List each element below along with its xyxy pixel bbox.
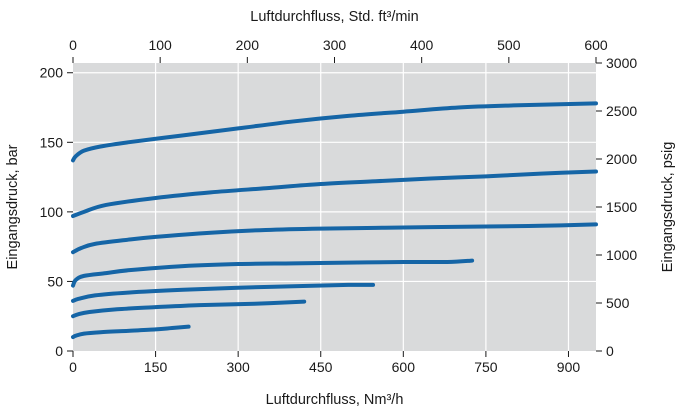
y-left-tick-label: 100 <box>40 204 64 220</box>
x-top-tick-label: 600 <box>584 37 608 53</box>
x-top-tick-label: 500 <box>497 37 521 53</box>
y-left-tick-label: 50 <box>47 273 63 289</box>
y-left-tick-label: 200 <box>40 65 64 81</box>
series-line-3 <box>71 282 376 303</box>
series-line-1 <box>71 324 191 340</box>
y-right-tick-label: 3000 <box>606 55 637 71</box>
series-line-5 <box>71 222 598 255</box>
x-bottom-tick-label: 750 <box>474 359 498 375</box>
x-bottom-tick-label: 0 <box>69 359 77 375</box>
y-left-tick-label: 0 <box>55 343 63 359</box>
y-right-tick-label: 1500 <box>606 199 637 215</box>
y-left-axis-title: Eingangsdruck, bar <box>5 144 21 269</box>
x-bottom-tick-label: 150 <box>144 359 168 375</box>
x-bottom-tick-label: 900 <box>557 359 581 375</box>
series-lines <box>71 101 598 340</box>
x-top-tick-label: 400 <box>410 37 434 53</box>
y-right-tick-label: 2500 <box>606 103 637 119</box>
y-right-tick-label: 0 <box>606 343 614 359</box>
x-bottom-tick-label: 450 <box>309 359 333 375</box>
x-bottom-tick-label: 300 <box>226 359 250 375</box>
y-right-axis-title: Eingangsdruck, psig <box>660 142 676 273</box>
x-top-tick-label: 200 <box>236 37 260 53</box>
plot-background <box>73 63 596 351</box>
tick-marks <box>67 57 602 357</box>
series-line-6 <box>71 169 598 219</box>
grid <box>73 63 596 351</box>
series-line-4 <box>71 258 475 288</box>
series-line-7 <box>71 101 598 163</box>
y-right-tick-label: 2000 <box>606 151 637 167</box>
y-left-tick-label: 150 <box>40 134 64 150</box>
y-right-tick-label: 1000 <box>606 247 637 263</box>
y-right-tick-label: 500 <box>606 295 630 311</box>
x-top-tick-label: 300 <box>323 37 347 53</box>
x-bottom-axis-title: Luftdurchfluss, Nm³/h <box>266 392 404 408</box>
x-top-axis-title: Luftdurchfluss, Std. ft³/min <box>250 9 418 25</box>
x-bottom-tick-label: 600 <box>392 359 416 375</box>
x-top-tick-label: 100 <box>148 37 172 53</box>
series-line-2 <box>71 299 307 319</box>
x-top-tick-label: 0 <box>69 37 77 53</box>
